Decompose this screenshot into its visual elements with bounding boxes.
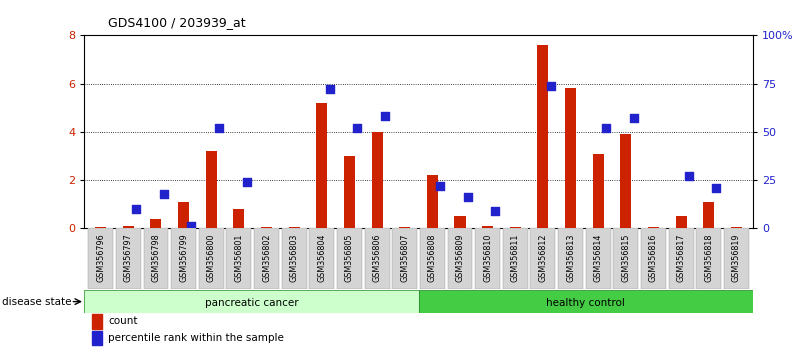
Bar: [151, 219, 162, 228]
Bar: [703, 202, 714, 228]
FancyBboxPatch shape: [116, 228, 141, 289]
Bar: [482, 226, 493, 228]
FancyBboxPatch shape: [558, 228, 583, 289]
Text: disease state: disease state: [2, 297, 72, 307]
Text: GSM356811: GSM356811: [511, 233, 520, 281]
FancyBboxPatch shape: [418, 290, 753, 313]
FancyBboxPatch shape: [614, 228, 638, 289]
FancyBboxPatch shape: [475, 228, 500, 289]
Text: GDS4100 / 203939_at: GDS4100 / 203939_at: [108, 16, 246, 29]
Point: [544, 83, 557, 88]
FancyBboxPatch shape: [88, 228, 113, 289]
FancyBboxPatch shape: [420, 228, 445, 289]
Bar: [123, 226, 134, 228]
Bar: [261, 227, 272, 228]
Point: [627, 115, 640, 121]
Point: [157, 191, 170, 196]
Bar: [372, 132, 383, 228]
Point: [433, 183, 446, 189]
Text: pancreatic cancer: pancreatic cancer: [204, 298, 298, 308]
Bar: [731, 227, 742, 228]
Text: GSM356806: GSM356806: [372, 233, 381, 281]
Point: [489, 208, 501, 214]
Bar: [399, 227, 410, 228]
Point: [710, 185, 723, 191]
Bar: [648, 227, 659, 228]
Text: GSM356816: GSM356816: [649, 233, 658, 281]
Bar: [454, 216, 465, 228]
Text: GSM356799: GSM356799: [179, 233, 188, 282]
Text: count: count: [108, 316, 138, 326]
Text: GSM356808: GSM356808: [428, 233, 437, 281]
FancyBboxPatch shape: [724, 228, 749, 289]
Bar: [95, 227, 107, 228]
Text: GSM356818: GSM356818: [704, 233, 713, 281]
Text: GSM356819: GSM356819: [732, 233, 741, 282]
Text: healthy control: healthy control: [546, 298, 625, 308]
Bar: [316, 103, 328, 228]
Text: GSM356809: GSM356809: [456, 233, 465, 282]
FancyBboxPatch shape: [392, 228, 417, 289]
Point: [599, 125, 612, 131]
FancyBboxPatch shape: [448, 228, 473, 289]
Text: GSM356807: GSM356807: [400, 233, 409, 282]
FancyBboxPatch shape: [503, 228, 528, 289]
Bar: [427, 175, 438, 228]
Bar: [344, 156, 355, 228]
Bar: [178, 202, 189, 228]
Point: [323, 87, 336, 92]
Text: GSM356801: GSM356801: [235, 233, 244, 281]
Bar: [288, 227, 300, 228]
Bar: [620, 134, 631, 228]
FancyBboxPatch shape: [309, 228, 334, 289]
Text: GSM356813: GSM356813: [566, 233, 575, 281]
Point: [378, 114, 391, 119]
Text: GSM356815: GSM356815: [622, 233, 630, 282]
Point: [130, 206, 143, 212]
FancyBboxPatch shape: [586, 228, 610, 289]
Bar: [206, 151, 217, 228]
Bar: [233, 209, 244, 228]
FancyBboxPatch shape: [171, 228, 196, 289]
Bar: [565, 88, 576, 228]
FancyBboxPatch shape: [641, 228, 666, 289]
Text: GSM356802: GSM356802: [262, 233, 271, 282]
Point: [185, 224, 198, 229]
FancyBboxPatch shape: [282, 228, 307, 289]
Text: GSM356798: GSM356798: [151, 233, 160, 282]
Text: GSM356812: GSM356812: [538, 233, 547, 282]
Bar: [537, 45, 549, 228]
Point: [351, 125, 364, 131]
FancyBboxPatch shape: [254, 228, 279, 289]
Text: GSM356803: GSM356803: [290, 233, 299, 281]
Bar: [593, 154, 604, 228]
FancyBboxPatch shape: [669, 228, 694, 289]
FancyBboxPatch shape: [696, 228, 721, 289]
FancyBboxPatch shape: [143, 228, 168, 289]
FancyBboxPatch shape: [84, 290, 418, 313]
Text: GSM356804: GSM356804: [317, 233, 326, 281]
Text: GSM356814: GSM356814: [594, 233, 602, 281]
Text: GSM356805: GSM356805: [345, 233, 354, 282]
FancyBboxPatch shape: [199, 228, 223, 289]
Text: GSM356797: GSM356797: [124, 233, 133, 282]
Text: GSM356800: GSM356800: [207, 233, 215, 281]
Point: [461, 195, 474, 200]
FancyBboxPatch shape: [337, 228, 362, 289]
Point: [682, 173, 695, 179]
Text: percentile rank within the sample: percentile rank within the sample: [108, 333, 284, 343]
FancyBboxPatch shape: [364, 228, 389, 289]
Text: GSM356796: GSM356796: [96, 233, 105, 282]
Point: [212, 125, 225, 131]
Text: GSM356817: GSM356817: [677, 233, 686, 282]
Bar: [509, 227, 521, 228]
FancyBboxPatch shape: [227, 228, 252, 289]
FancyBboxPatch shape: [530, 228, 555, 289]
Point: [240, 179, 253, 185]
Text: GSM356810: GSM356810: [483, 233, 492, 281]
Bar: [675, 216, 686, 228]
